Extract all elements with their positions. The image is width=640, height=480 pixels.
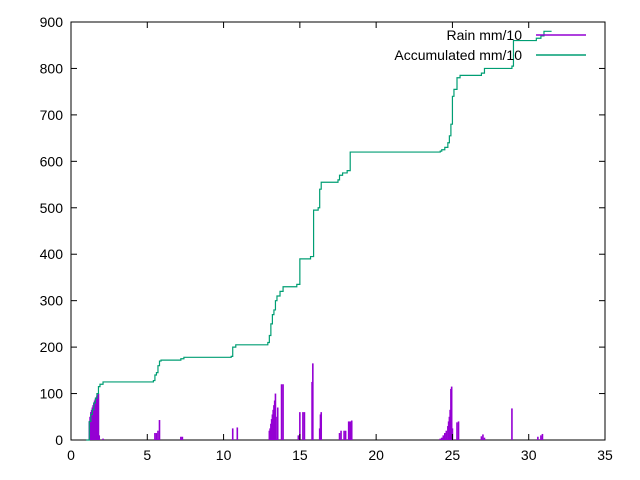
y-tick-label: 200 [40,339,64,355]
y-tick-label: 600 [40,153,64,169]
y-tick-label: 0 [55,432,63,448]
legend: Rain mm/10 Accumulated mm/10 [394,27,586,63]
y-tick-label: 800 [40,60,64,76]
x-tick-label: 35 [597,447,613,463]
plot-area [70,21,606,441]
x-tick-label: 10 [216,447,232,463]
x-axis: 0 5 10 15 20 25 30 35 [67,22,613,463]
x-tick-label: 15 [292,447,308,463]
x-tick-label: 20 [368,447,384,463]
x-tick-label: 25 [445,447,461,463]
x-tick-label: 0 [67,447,75,463]
y-tick-label: 300 [40,293,64,309]
y-tick-label: 500 [40,200,64,216]
plot-frame [70,21,606,441]
y-tick-label: 900 [40,14,64,30]
rain-series [88,363,544,440]
y-tick-label: 700 [40,107,64,123]
accumulated-line [86,30,552,441]
legend-label: Rain mm/10 [447,27,523,43]
y-tick-label: 400 [40,246,64,262]
y-axis: 0 100 200 300 400 500 600 700 800 900 [40,14,605,448]
legend-label: Accumulated mm/10 [394,47,522,63]
x-tick-label: 5 [143,447,151,463]
y-tick-label: 100 [40,386,64,402]
x-tick-label: 30 [521,447,537,463]
